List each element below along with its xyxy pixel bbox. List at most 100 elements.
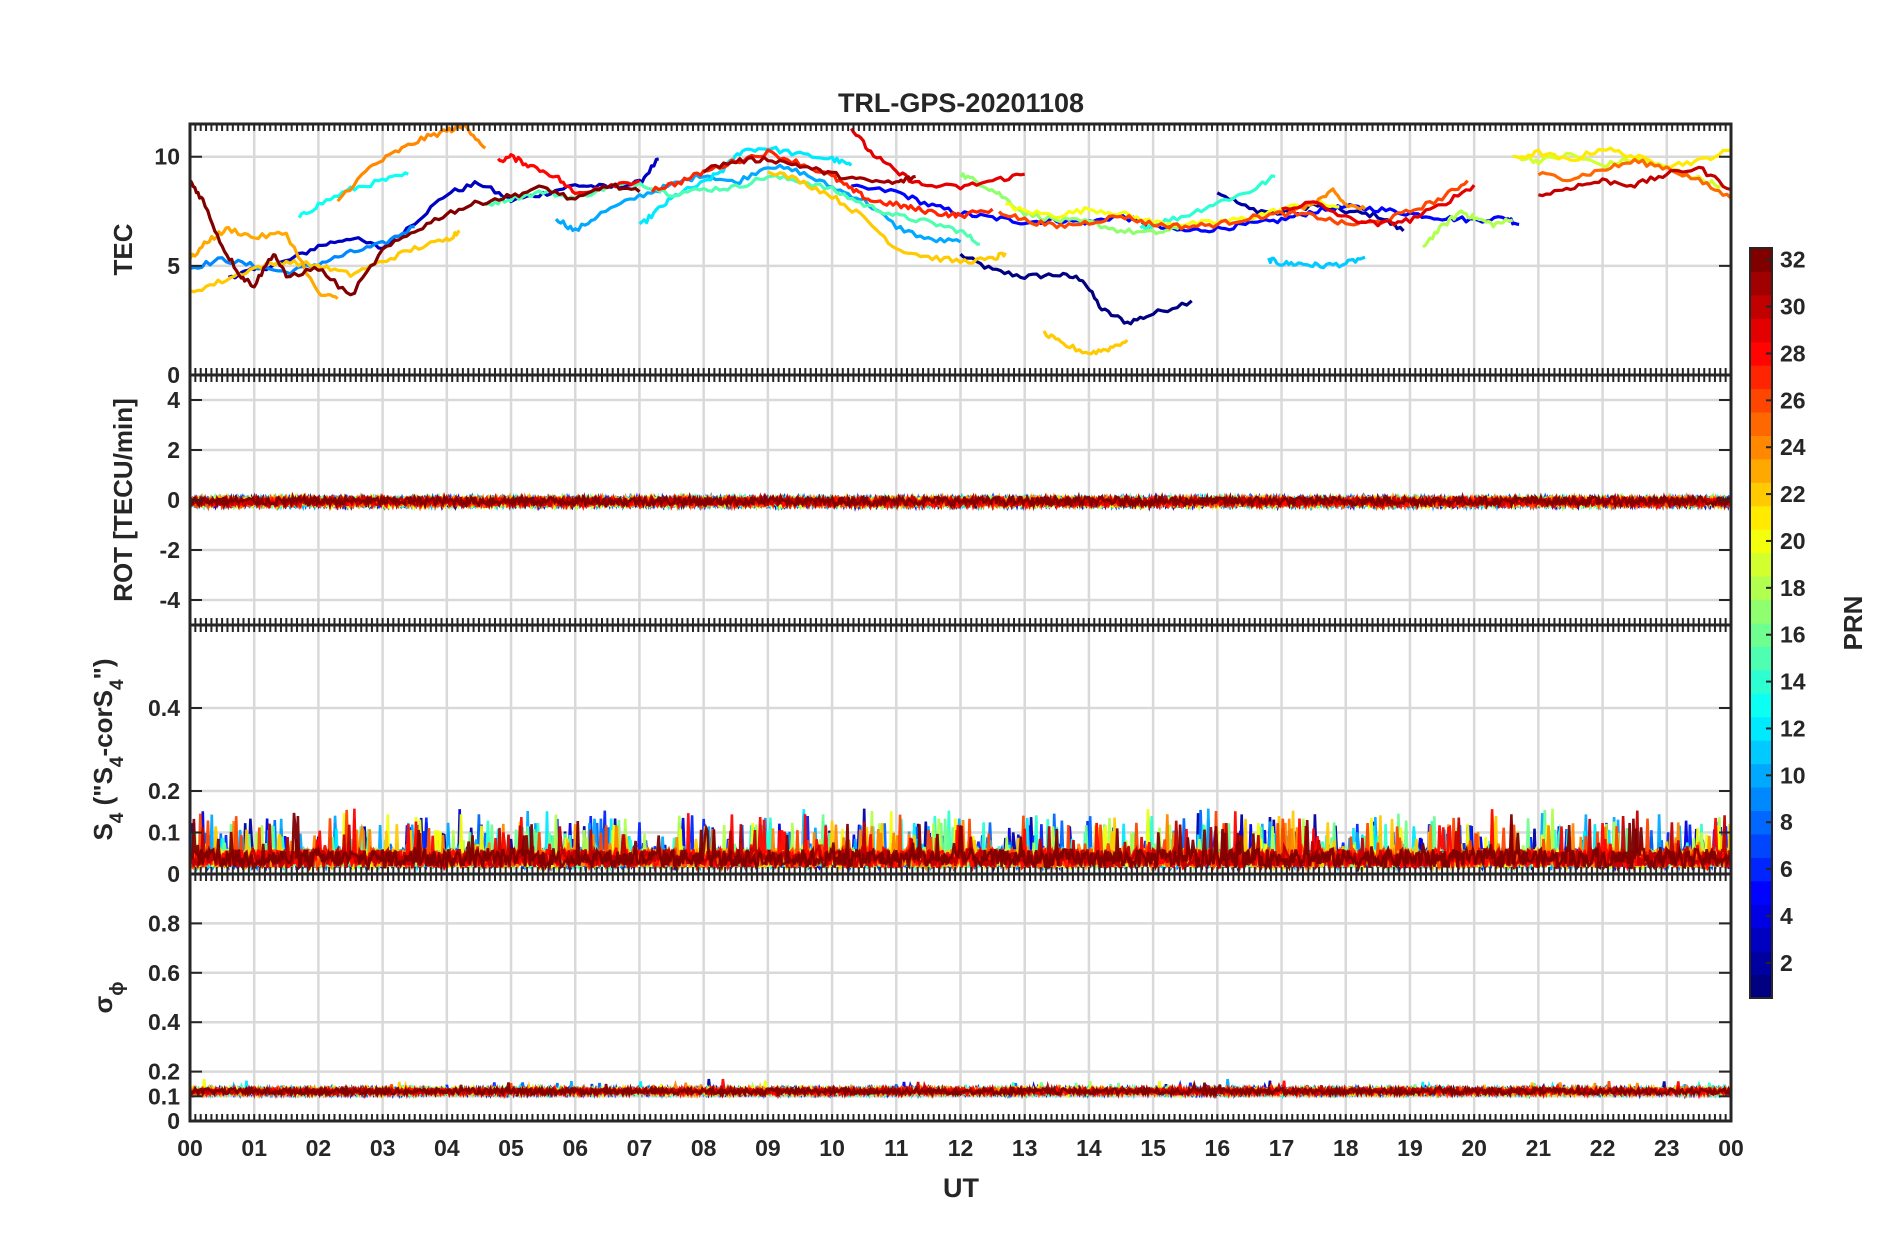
colorbar-label: PRN (1838, 596, 1868, 651)
tec-series-prn-23 (190, 225, 339, 300)
tec-series-prn-14 (1139, 174, 1276, 232)
colorbar-swatch (1750, 740, 1772, 765)
tec-series-prn-25 (1537, 157, 1731, 200)
colorbar-tick-label: 32 (1780, 247, 1806, 273)
colorbar-swatch (1750, 294, 1772, 319)
y-tick-label: 0.1 (148, 1083, 180, 1109)
series-prn-32 (190, 491, 1731, 511)
panel-2: -4 -2 0 2 4 ROT [TECU/min] (108, 373, 1733, 627)
tec-series-prn-17 (959, 172, 1180, 236)
data-layer (190, 491, 1731, 512)
y-tick-label: 5 (167, 253, 180, 279)
colorbar-tick-label: 10 (1780, 762, 1806, 788)
data-layer (190, 1078, 1731, 1100)
colorbar-swatch (1750, 833, 1772, 858)
colorbar-tick-label: 22 (1780, 481, 1806, 507)
colorbar-swatch (1750, 951, 1772, 976)
colorbar-swatch (1750, 388, 1772, 413)
tec-series-prn-11 (1267, 255, 1366, 270)
colorbar-tick-label: 30 (1780, 294, 1806, 320)
colorbar-swatch (1750, 623, 1772, 647)
tec-series-prn-24 (1293, 187, 1367, 212)
panel-4: 00.10.2 0.4 0.6 0.8 σϕ 00 01 02 03 04 05 06 07 08 09 10… (88, 872, 1744, 1161)
colorbar-swatch (1750, 248, 1772, 272)
y-tick-label: 4 (167, 387, 180, 413)
data-layer (190, 124, 1731, 356)
x-tick-label: 13 (1012, 1135, 1038, 1161)
y-tick-label: 0.2 (148, 778, 180, 804)
colorbar-swatch (1750, 341, 1772, 366)
x-tick-label: 22 (1590, 1135, 1616, 1161)
y-tick-label: 0 (167, 1108, 180, 1134)
x-tick-label: 12 (948, 1135, 974, 1161)
colorbar-swatch (1750, 435, 1772, 460)
x-tick-label: 14 (1076, 1135, 1102, 1161)
colorbar-swatch (1750, 482, 1772, 507)
tec-series-prn-10 (554, 163, 962, 244)
data-layer (190, 808, 1731, 873)
minor-ticks (189, 874, 1732, 1121)
x-tick-label: 15 (1140, 1135, 1166, 1161)
x-tick-label: 16 (1205, 1135, 1231, 1161)
colorbar-tick-label: 16 (1780, 622, 1806, 648)
x-tick-label: 19 (1397, 1135, 1423, 1161)
x-tick-label: 04 (434, 1135, 460, 1161)
colorbar-tick-label: 26 (1780, 387, 1806, 413)
colorbar-tick-label: 6 (1780, 856, 1793, 882)
colorbar-swatch (1750, 529, 1772, 554)
tec-series-prn-1 (959, 252, 1193, 326)
x-tick-label: 21 (1526, 1135, 1552, 1161)
y-axis-label: σϕ (88, 981, 128, 1013)
y-tick-label: 0.8 (148, 910, 180, 936)
x-tick-label: 01 (241, 1135, 267, 1161)
colorbar-swatch (1750, 599, 1772, 624)
y-tick-label: 0.6 (148, 960, 180, 986)
colorbar-tick-label: 4 (1780, 903, 1793, 929)
grid (188, 874, 1733, 1123)
y-tick-label: 10 (154, 144, 180, 170)
tec-series-prn-24 (336, 124, 487, 203)
chart-title: TRL-GPS-20201108 (838, 88, 1084, 118)
colorbar-swatch (1750, 763, 1772, 788)
colorbar-frame (1749, 247, 1773, 999)
minor-ticks (189, 375, 1732, 625)
tec-series-prn-13 (297, 171, 409, 219)
x-tick-label: 23 (1654, 1135, 1680, 1161)
x-tick-label: 00 (177, 1135, 203, 1161)
colorbar-swatch (1750, 857, 1772, 882)
tec-series-prn-29 (1281, 184, 1476, 228)
x-tick-label: 08 (691, 1135, 717, 1161)
series-prn-32 (190, 1079, 1731, 1100)
x-tick-label: 17 (1269, 1135, 1295, 1161)
y-tick-label: 0.2 (148, 1059, 180, 1085)
colorbar-tick-label: 28 (1780, 340, 1806, 366)
colorbar-swatch (1750, 787, 1772, 811)
panel-3: 0 0.1 0.2 0.4 S4 ("S4-corS4") (88, 623, 1733, 887)
tec-series-prn-32 (190, 179, 641, 297)
y-tick-label: 0 (167, 362, 180, 388)
colorbar-tick-label: 24 (1780, 434, 1806, 460)
colorbar-tick-label: 14 (1780, 669, 1806, 695)
colorbar-swatch (1750, 810, 1772, 835)
x-tick-label: 05 (498, 1135, 524, 1161)
colorbar-tick-label: 12 (1780, 715, 1806, 741)
panel-1: 0 5 10 TEC (108, 122, 1733, 388)
colorbar-swatch (1750, 669, 1772, 694)
x-axis-label: UT (943, 1173, 979, 1203)
y-tick-label: -4 (160, 587, 181, 613)
colorbar-swatch (1750, 974, 1772, 999)
colorbar-tick-label: 8 (1780, 809, 1793, 835)
x-tick-label: 02 (306, 1135, 332, 1161)
y-tick-label: 2 (167, 437, 180, 463)
x-tick-label: 18 (1333, 1135, 1359, 1161)
colorbar-swatch (1750, 927, 1772, 952)
colorbar-swatch (1750, 693, 1772, 718)
tec-series-prn-31 (702, 155, 916, 185)
colorbar-swatch (1750, 318, 1772, 343)
tec-series-prn-26 (997, 179, 1469, 231)
tec-series-prn-5 (851, 183, 1520, 234)
tec-series-prn-21 (1512, 146, 1731, 170)
